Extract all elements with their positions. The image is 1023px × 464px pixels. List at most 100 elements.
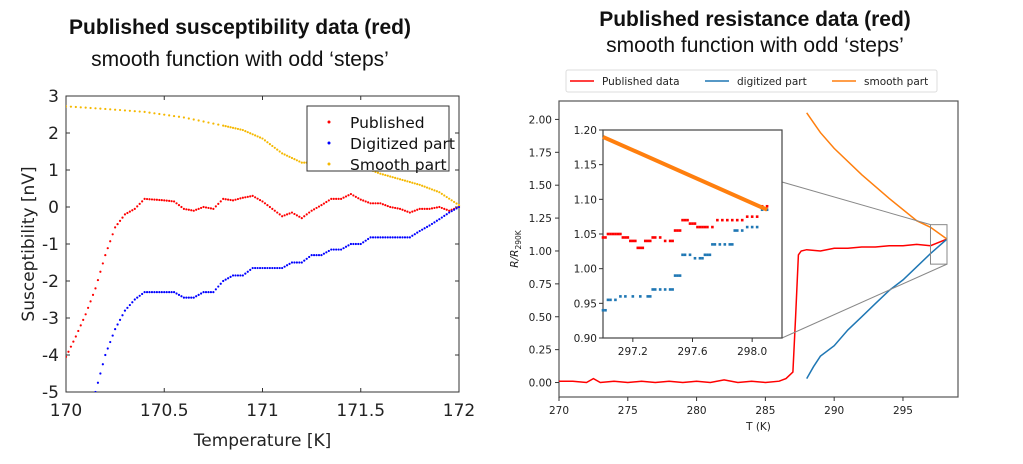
data-point xyxy=(330,197,333,200)
data-point xyxy=(413,209,416,212)
data-point xyxy=(150,291,154,294)
data-point xyxy=(138,202,141,205)
data-point xyxy=(364,239,367,242)
inset-series-published-data xyxy=(601,204,769,250)
right-y-tick-label: 0.25 xyxy=(529,345,552,357)
data-point xyxy=(638,246,642,250)
data-point xyxy=(452,200,456,204)
data-point xyxy=(440,192,443,195)
data-point xyxy=(224,278,227,281)
data-point xyxy=(445,195,448,199)
data-point xyxy=(182,207,185,210)
data-point xyxy=(209,291,213,294)
data-point xyxy=(202,120,205,123)
data-point xyxy=(187,296,190,299)
data-point xyxy=(325,251,328,254)
data-point xyxy=(352,242,355,246)
data-point xyxy=(141,292,144,296)
data-point xyxy=(229,198,232,202)
data-point xyxy=(94,107,97,110)
left-y-tick-label: 3 xyxy=(48,87,59,107)
data-point xyxy=(87,306,90,309)
data-point xyxy=(723,243,727,246)
data-point xyxy=(172,200,176,203)
data-point xyxy=(300,261,303,264)
data-point xyxy=(276,211,279,214)
data-point xyxy=(288,212,291,215)
legend-label: digitized part xyxy=(737,76,807,88)
data-point xyxy=(601,236,605,239)
data-point xyxy=(315,254,318,257)
data-point xyxy=(72,340,75,343)
inset-y-tick-label: 1.05 xyxy=(574,229,597,241)
data-point xyxy=(648,295,652,298)
data-point xyxy=(658,288,662,291)
data-point xyxy=(217,202,220,205)
right-x-tick-label: 270 xyxy=(549,405,569,417)
data-point xyxy=(394,176,397,179)
data-point xyxy=(285,264,289,267)
data-point xyxy=(114,226,117,229)
data-point xyxy=(606,232,610,236)
data-point xyxy=(258,266,262,270)
data-point xyxy=(636,246,640,250)
data-point xyxy=(285,213,289,216)
data-point xyxy=(681,253,684,257)
data-point xyxy=(384,204,387,207)
data-point xyxy=(94,287,97,290)
data-point xyxy=(219,282,222,285)
data-point xyxy=(163,291,166,294)
inset-x-tick-label: 298.0 xyxy=(737,346,767,358)
data-point xyxy=(601,308,605,312)
data-point xyxy=(106,347,109,350)
data-point xyxy=(651,288,655,291)
data-point xyxy=(740,229,744,232)
data-point xyxy=(448,197,451,200)
data-point xyxy=(401,178,404,182)
data-point xyxy=(745,215,749,218)
data-point xyxy=(726,218,729,222)
data-point xyxy=(236,127,240,131)
data-point xyxy=(266,141,269,144)
data-point xyxy=(234,127,237,130)
data-point xyxy=(438,218,441,221)
data-point xyxy=(175,202,178,205)
data-point xyxy=(391,206,394,209)
data-point xyxy=(648,239,652,243)
data-point xyxy=(143,197,146,200)
data-point xyxy=(195,295,198,298)
data-point xyxy=(266,266,269,270)
data-point xyxy=(281,152,284,155)
data-point xyxy=(249,268,252,271)
data-point xyxy=(310,254,313,257)
data-point xyxy=(143,110,146,114)
data-point xyxy=(263,202,267,205)
data-point xyxy=(327,249,330,253)
data-point xyxy=(364,200,367,203)
data-point xyxy=(99,372,102,375)
data-point xyxy=(619,232,622,236)
data-point xyxy=(312,208,316,211)
data-point xyxy=(713,243,717,246)
data-point xyxy=(187,208,190,211)
data-point xyxy=(69,105,73,108)
data-point xyxy=(745,225,749,229)
data-point xyxy=(701,256,704,260)
data-point xyxy=(416,183,419,186)
data-point xyxy=(421,207,424,210)
right-y-axis-label-main: R/R xyxy=(509,250,521,268)
data-point xyxy=(312,254,316,257)
data-point xyxy=(99,270,102,273)
left-x-tick-label: 170 xyxy=(50,401,82,421)
data-point xyxy=(126,306,129,309)
data-point xyxy=(755,215,759,218)
data-point xyxy=(452,208,456,211)
data-point xyxy=(340,248,343,251)
data-point xyxy=(425,186,429,189)
data-point xyxy=(340,197,343,200)
data-point xyxy=(197,207,200,210)
data-point xyxy=(192,296,195,299)
data-point xyxy=(101,363,104,366)
data-point xyxy=(251,133,254,136)
data-point xyxy=(389,236,392,239)
